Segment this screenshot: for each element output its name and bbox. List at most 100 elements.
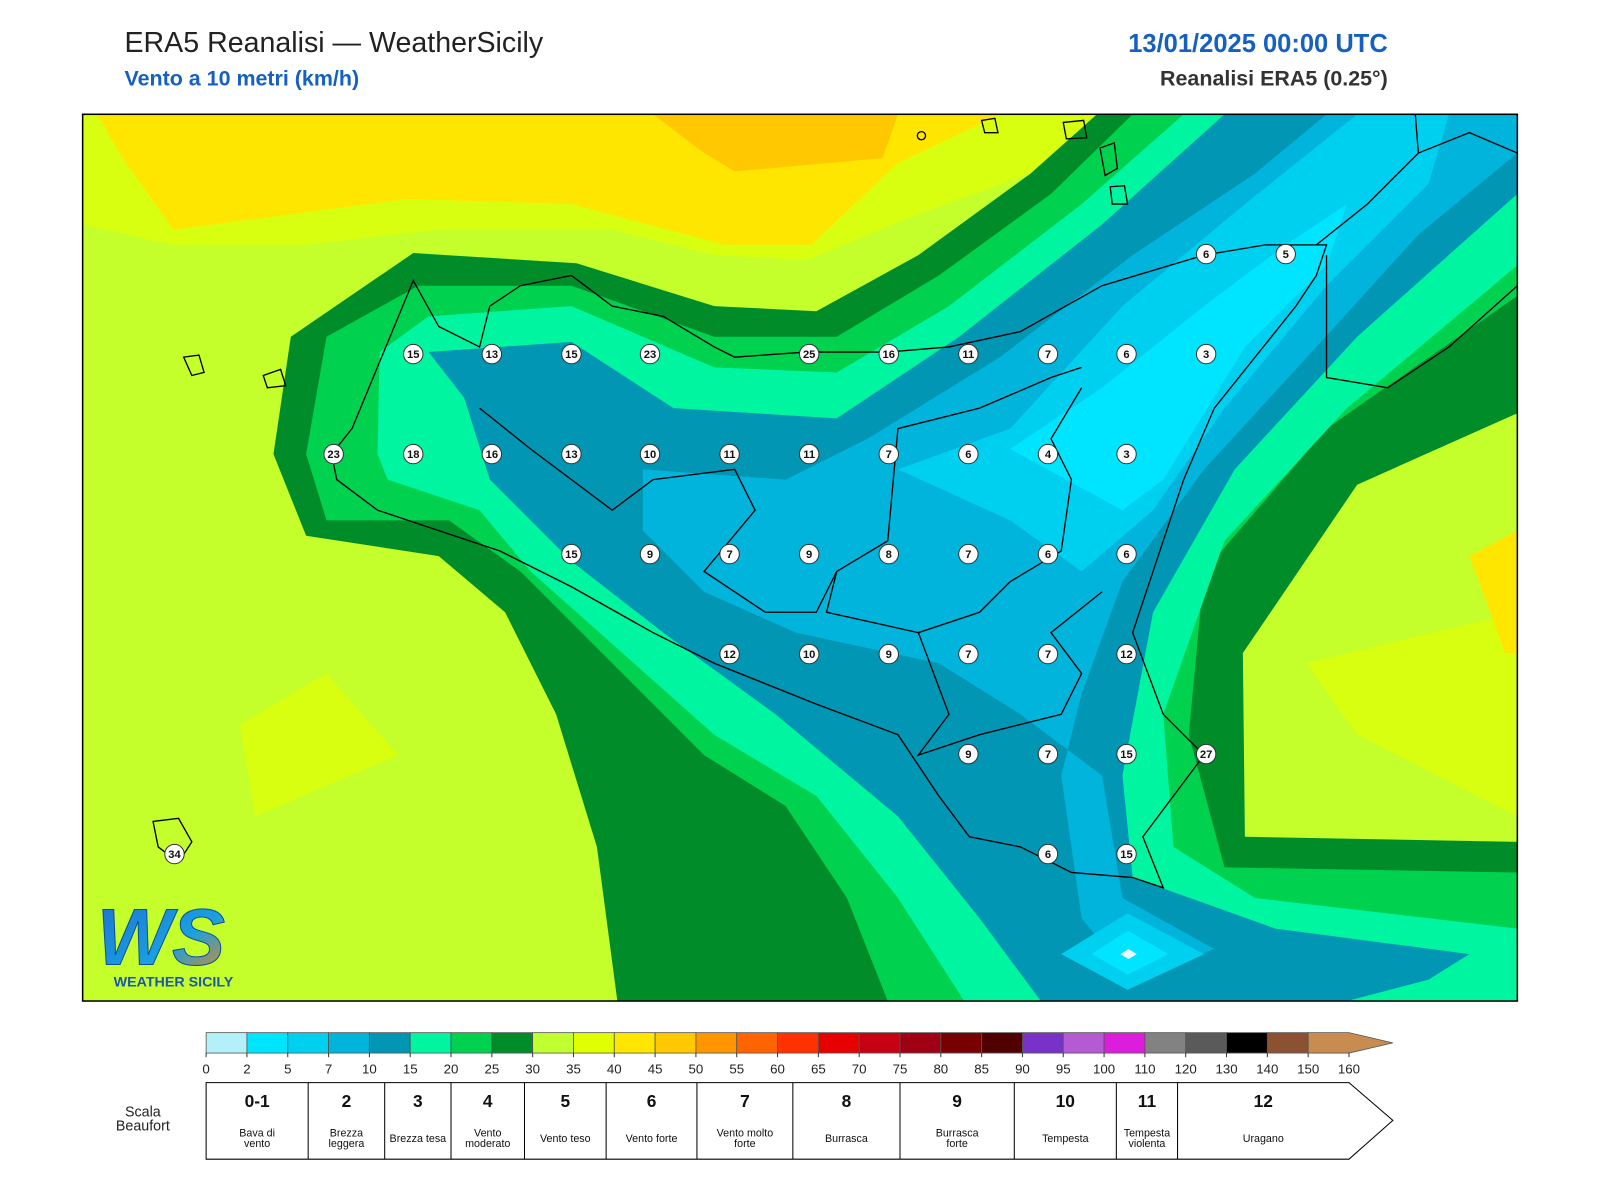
beaufort-label: Burrasca forte [935, 1127, 979, 1150]
colorbar-bin [450, 1032, 493, 1054]
station-value: 15 [565, 349, 577, 361]
beaufort-cell: Vento teso [524, 1120, 606, 1157]
station-marker [958, 343, 979, 365]
colorbar-tick-label: 50 [689, 1061, 704, 1076]
colorbar-bin [1266, 1032, 1309, 1054]
datetime: 13/01/2025 00:00 UTC [1128, 29, 1388, 59]
beaufort-label: Brezza leggera [328, 1127, 365, 1150]
station-marker [639, 543, 661, 565]
colorbar-tick-label: 20 [444, 1061, 459, 1076]
station-marker [798, 643, 820, 665]
beaufort-cell: Bava di vento [206, 1120, 308, 1157]
colorbar-tick-label: 160 [1338, 1061, 1360, 1076]
colorbar-tick-label: 30 [525, 1061, 540, 1076]
colorbar-bin [287, 1032, 329, 1054]
station-marker [798, 543, 820, 565]
beaufort-number: 12 [1253, 1091, 1273, 1112]
beaufort-cell: Vento molto forte [697, 1120, 793, 1157]
station-value: 9 [806, 549, 812, 561]
colorbar-bin [817, 1032, 860, 1054]
beaufort-number: 3 [413, 1091, 423, 1112]
station-value: 6 [1045, 549, 1051, 561]
station-marker [798, 343, 820, 365]
station-marker [1195, 343, 1217, 365]
colorbar-tick-label: 45 [648, 1061, 663, 1076]
station-marker [1037, 743, 1059, 765]
colorbar-bin [491, 1032, 534, 1054]
station-marker [1037, 643, 1059, 665]
station-value: 11 [724, 449, 736, 461]
beaufort-number: 6 [646, 1091, 657, 1112]
colorbar-tick-label: 110 [1134, 1061, 1155, 1076]
logo-name: WEATHER SICILY [114, 975, 234, 991]
colorbar-tick-label: 85 [974, 1061, 989, 1076]
beaufort-cell: Burrasca forte [900, 1120, 1014, 1157]
beaufort-cell: Tempesta [1014, 1120, 1116, 1157]
beaufort-label: Vento teso [539, 1132, 591, 1145]
station-value: 15 [1120, 749, 1132, 761]
station-value: 16 [486, 449, 498, 461]
station-marker [1037, 443, 1059, 465]
station-value: 6 [1045, 849, 1051, 861]
beaufort-cell: Uragano [1178, 1120, 1349, 1157]
colorbar-bin [858, 1032, 901, 1054]
source: Reanalisi ERA5 (0.25°) [1160, 67, 1388, 91]
colorbar-bin [613, 1032, 656, 1054]
station-value: 13 [565, 449, 577, 461]
station-value: 10 [644, 449, 656, 461]
beaufort-title: Scala Beaufort [115, 1103, 170, 1134]
station-marker [878, 343, 899, 365]
station-value: 6 [1203, 249, 1209, 261]
station-value: 11 [803, 449, 815, 461]
colorbar-bin [1144, 1032, 1187, 1054]
colorbar-tick-label: 140 [1256, 1061, 1278, 1076]
station-value: 25 [803, 349, 815, 361]
colorbar-tick-label: 75 [893, 1061, 908, 1076]
station-marker [878, 543, 899, 565]
colorbar-bin [328, 1032, 370, 1054]
station-value: 6 [965, 449, 971, 461]
station-marker [1116, 743, 1137, 765]
colorbar-bin [736, 1032, 778, 1054]
map-frame [81, 113, 1519, 1002]
beaufort-label: Brezza tesa [389, 1132, 447, 1145]
beaufort-number: 9 [952, 1091, 962, 1112]
colorbar-bin [899, 1032, 942, 1054]
beaufort-cell: Brezza tesa [385, 1120, 451, 1157]
beaufort-number: 0-1 [244, 1091, 270, 1112]
station-value: 4 [1045, 449, 1052, 461]
station-marker [719, 543, 740, 565]
colorbar-tick-label: 35 [566, 1061, 581, 1076]
station-marker [878, 443, 899, 465]
colorbar-bin [205, 1032, 248, 1054]
station-marker [878, 643, 899, 665]
colorbar-tick-label: 5 [284, 1061, 291, 1076]
station-marker [1195, 243, 1217, 265]
station-marker [639, 343, 661, 365]
colorbar-bin [368, 1032, 411, 1054]
colorbar-arrow [1307, 1032, 1393, 1054]
colorbar-tick-label: 100 [1093, 1061, 1115, 1076]
colorbar-bin [573, 1032, 615, 1054]
beaufort-cell: Brezza leggera [308, 1120, 385, 1157]
station-value: 9 [886, 649, 892, 661]
station-marker [1037, 343, 1059, 365]
beaufort-cell: Tempesta violenta [1116, 1120, 1177, 1157]
station-value: 10 [803, 649, 815, 661]
station-marker [1037, 543, 1059, 565]
station-marker [639, 443, 661, 465]
colorbar-tick-label: 70 [852, 1061, 867, 1076]
colorbar-bin [246, 1032, 289, 1054]
colorbar-tick-label: 80 [933, 1061, 948, 1076]
station-value: 23 [644, 349, 656, 361]
colorbar-tick-label: 0 [202, 1061, 209, 1076]
colorbar-tick-label: 15 [403, 1061, 418, 1076]
station-value: 27 [1200, 749, 1212, 761]
station-value: 5 [1283, 249, 1289, 261]
station-marker [1116, 543, 1137, 565]
colorbar-bin [940, 1032, 983, 1054]
station-value: 9 [965, 749, 971, 761]
beaufort-frame [205, 1082, 1394, 1160]
beaufort-cell: Vento forte [606, 1120, 697, 1157]
